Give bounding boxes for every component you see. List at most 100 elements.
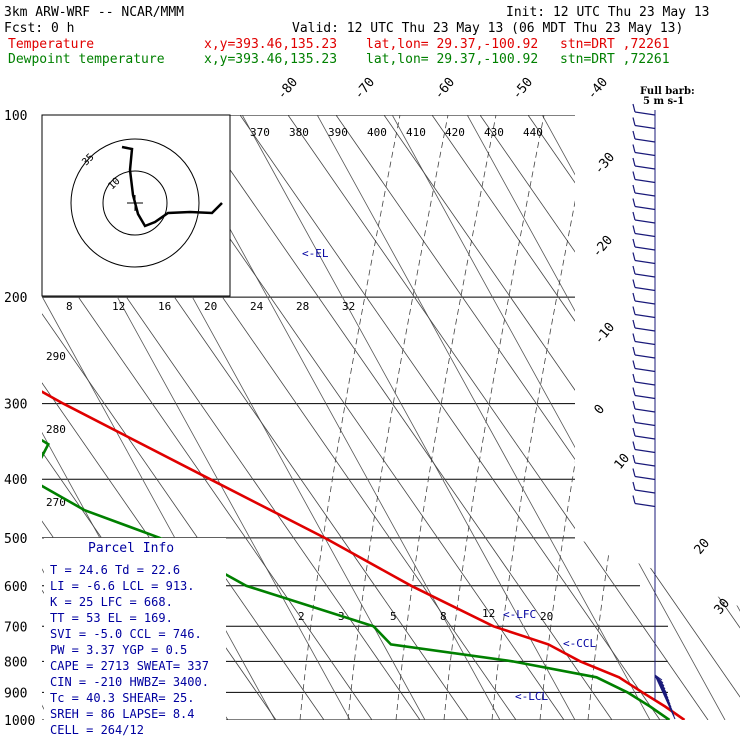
wind-barb xyxy=(632,252,656,265)
wind-barb-staff xyxy=(634,502,656,508)
wind-barb-flag xyxy=(632,454,636,464)
mixing-ratio-label: 5 xyxy=(390,610,397,623)
wind-barb-flag xyxy=(632,373,636,383)
wind-barb-staff xyxy=(634,489,656,494)
wind-barb-flag xyxy=(632,292,636,302)
temperature-line xyxy=(42,115,686,720)
wind-barb-flag xyxy=(632,130,636,140)
wind-barb xyxy=(632,346,656,359)
pressure-label: 1000 xyxy=(4,714,35,729)
wind-barb-staff xyxy=(634,192,656,197)
moist-adiabat-line xyxy=(395,115,497,720)
hodo-speed-label: 20 xyxy=(204,300,217,313)
pressure-label: 500 xyxy=(4,532,27,547)
dry-adiabat-line xyxy=(335,115,740,720)
dry-adiabat-line xyxy=(42,115,325,720)
level-marker: <-CCL xyxy=(563,637,596,650)
wind-barb-flag xyxy=(632,171,636,180)
forecast-hour: Fcst: 0 h xyxy=(4,21,74,36)
wind-barb xyxy=(632,130,656,143)
barb-legend-line2: 5 m s-1 xyxy=(643,96,684,107)
pressure-label: 900 xyxy=(4,686,27,701)
moist-adiabat-line xyxy=(299,115,401,720)
wind-barb-flag xyxy=(632,265,636,275)
wind-barb-staff xyxy=(634,435,656,440)
wind-barbs xyxy=(632,103,676,720)
wind-barb-staff xyxy=(634,273,656,278)
wind-barb xyxy=(632,319,656,332)
wind-barb-flag xyxy=(632,184,636,194)
legend-temp-coords: x,y=393.46,135.23 xyxy=(204,37,337,52)
legend-dew-coords: x,y=393.46,135.23 xyxy=(204,52,337,67)
parcel-row: CAPE = 2713 SWEAT= 337 xyxy=(50,659,209,673)
profile-lines xyxy=(42,115,686,720)
hodo-speed-label: 32 xyxy=(342,300,355,313)
wind-barb-flag xyxy=(632,441,636,450)
pressure-label: 200 xyxy=(4,291,27,306)
dry-adiabat-line xyxy=(287,115,709,720)
isotherm-line xyxy=(466,115,740,720)
parcel-row: PW = 3.37 YGP = 0.5 xyxy=(50,643,187,657)
hodograph-trace xyxy=(121,145,223,228)
wind-barb-flag xyxy=(632,360,636,369)
wind-barb xyxy=(632,292,656,305)
wind-barb-flag xyxy=(632,427,636,437)
wind-barb xyxy=(632,468,656,481)
theta-e-label: 440 xyxy=(523,126,543,139)
wind-barb xyxy=(632,225,656,238)
wind-barb-staff xyxy=(634,124,656,130)
wind-barb-staff xyxy=(634,394,656,400)
mixing-ratio-label: 12 xyxy=(482,607,495,620)
wind-barb xyxy=(632,211,656,224)
legend-dew-stn: stn=DRT ,72261 xyxy=(560,52,670,67)
wind-barb-staff xyxy=(634,381,656,386)
wind-barb xyxy=(632,373,656,386)
isotherm-label: -50 xyxy=(510,75,537,103)
parcel-row: CELL = 264/12 xyxy=(50,723,144,737)
parcel-info-box: Parcel Info T = 24.6 Td = 22.6 LI = -6.6… xyxy=(44,538,226,737)
legend-temp-name: Temperature xyxy=(8,37,94,52)
wind-barb-flag xyxy=(632,319,636,329)
wind-barb-flag xyxy=(632,387,636,396)
wind-barb xyxy=(632,306,656,319)
wind-barb-flag xyxy=(632,144,636,153)
wind-barb xyxy=(632,441,656,454)
theta-label: 280 xyxy=(46,423,66,436)
wind-barb-staff xyxy=(634,219,656,224)
moist-adiabat-line xyxy=(539,115,641,720)
isotherm-label: 30 xyxy=(712,596,734,618)
isotherm-label: -10 xyxy=(592,320,619,348)
model-title: 3km ARW-WRF -- NCAR/MMM xyxy=(4,5,184,20)
parcel-info-title: Parcel Info xyxy=(88,541,174,556)
wind-barb-staff xyxy=(634,327,656,332)
wind-barb xyxy=(632,144,656,157)
wind-barb-flag xyxy=(632,225,636,234)
mixing-ratio-label: 20 xyxy=(540,610,553,623)
isotherm-label: -40 xyxy=(585,75,612,103)
dry-adiabat-line xyxy=(383,115,740,720)
wind-barb-flag xyxy=(632,333,636,342)
hodo-speed-label: 16 xyxy=(158,300,171,313)
wind-barb-flag xyxy=(632,252,636,261)
isotherm-label: -20 xyxy=(590,233,617,261)
hodo-speed-label: 12 xyxy=(112,300,125,313)
parcel-row: CIN = -210 HWBZ= 3400. xyxy=(50,675,209,689)
wind-barb-flag xyxy=(632,157,636,167)
moist-adiabat-line xyxy=(347,115,449,720)
moist-adiabat-line xyxy=(443,115,545,720)
wind-barb-staff xyxy=(634,313,656,319)
wind-barb-flag xyxy=(632,481,636,491)
dry-adiabat-line xyxy=(623,115,740,720)
wind-barb xyxy=(632,157,656,170)
wind-barb-flag xyxy=(632,306,636,315)
pressure-label: 800 xyxy=(4,655,27,670)
isotherm-line xyxy=(316,115,651,720)
wind-barb-low xyxy=(654,674,676,720)
legend-temp-stn: stn=DRT ,72261 xyxy=(560,37,670,52)
wind-barb xyxy=(632,387,656,400)
theta-e-label: 380 xyxy=(289,126,309,139)
wind-barb xyxy=(632,171,656,184)
wind-barb-staff xyxy=(634,408,656,413)
wind-barb xyxy=(632,400,656,413)
